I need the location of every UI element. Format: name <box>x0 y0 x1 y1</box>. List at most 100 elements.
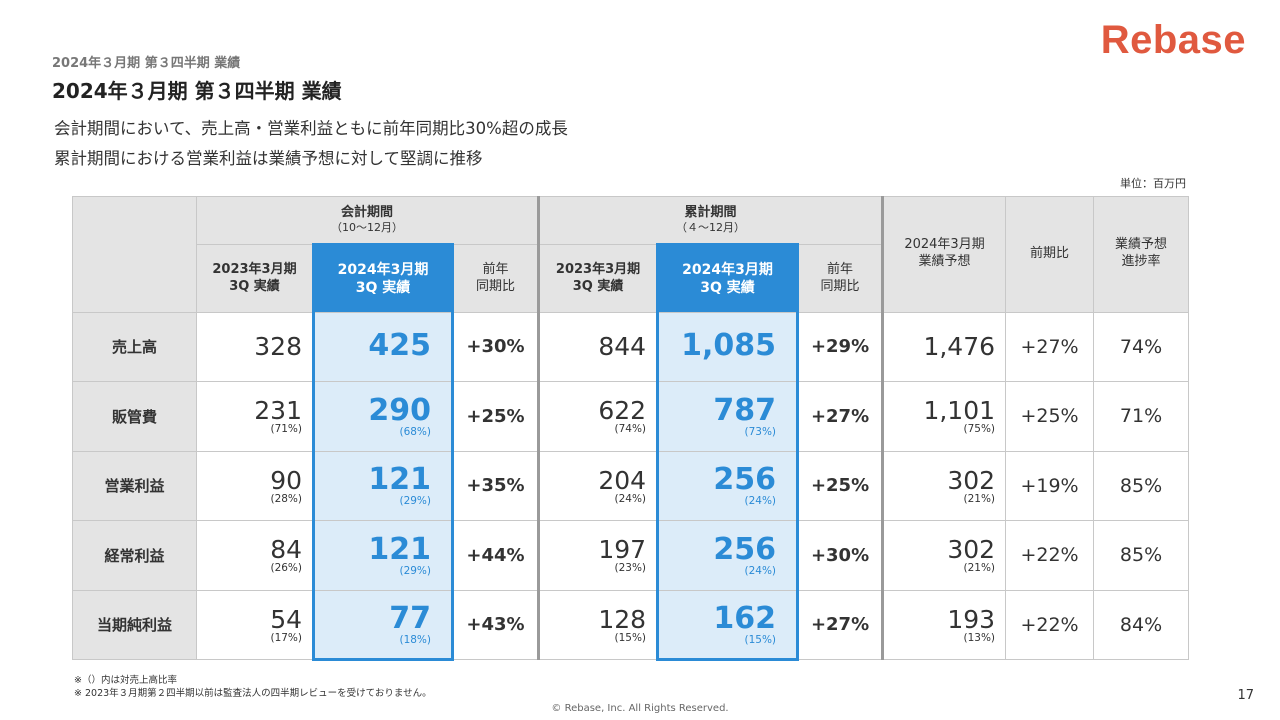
cumulative-current-cell-value: 256 <box>713 462 777 498</box>
quarter-current-cell: 121 (29%) <box>312 450 454 522</box>
quarter-yoy-cell: +44% <box>451 520 541 591</box>
quarter-current-cell: 425 <box>312 311 454 383</box>
quarter-yoy-cell: +35% <box>451 450 541 522</box>
cumulative-yoy-cell: +29% <box>797 311 885 383</box>
forecast-cell-value: 302 <box>947 465 996 495</box>
forecast-cell: 1,101 (75%) <box>882 381 1007 452</box>
page-title: 2024年３月期 第３四半期 業績 <box>52 79 342 103</box>
cumulative-current-cell-ratio: (15%) <box>744 633 777 646</box>
forecast-cell: 193 (13%) <box>882 589 1007 660</box>
quarter-prev-cell-value: 54 <box>270 604 302 634</box>
prev-ratio-header: 前期比 <box>1005 196 1095 313</box>
quarter-prev-cell: 84 (26%) <box>196 520 314 591</box>
cumulative-prev-cell: 197 (23%) <box>538 520 659 591</box>
cumulative-prev-cell-value: 204 <box>598 465 647 495</box>
quarter-prev-cell-ratio: (17%) <box>270 631 302 644</box>
row-label: 当期純利益 <box>72 589 197 660</box>
forecast-header-line-2: 業績予想 <box>918 254 971 270</box>
quarter-prev-cell: 231 (71%) <box>196 381 314 452</box>
quarter-prev-header-line-2: 3Q 実績 <box>229 278 280 294</box>
footnote-2: ※ 2023年３月期第２四半期以前は監査法人の四半期レビューを受けておりません。 <box>74 688 432 699</box>
subtitle-line-1: 会計期間において、売上高・営業利益ともに前年同期比30%超の成長 <box>54 119 568 138</box>
forecast-cell-ratio: (21%) <box>963 492 996 505</box>
quarter-prev-cell: 54 (17%) <box>196 589 314 660</box>
cumulative-yoy-header-line-2: 同期比 <box>820 278 860 294</box>
progress-cell: 85% <box>1093 450 1190 522</box>
page-number: 17 <box>1237 688 1254 703</box>
cumulative-yoy-cell: +25% <box>797 450 885 522</box>
quarter-prev-cell-value: 328 <box>254 331 302 361</box>
cumulative-prev-header-line-1: 2023年3月期 <box>555 261 641 277</box>
cumulative-group-header: 累計期間 （４〜12月） <box>538 195 885 246</box>
table-row: 販管費 231 (71%) 290 (68%) +25% 622 (74%) 787 (73%) +… <box>72 381 1190 452</box>
progress-header-line-1: 業績予想 <box>1115 237 1168 253</box>
quarter-current-cell-value: 121 <box>368 462 431 498</box>
quarter-yoy-header-line-2: 同期比 <box>476 278 516 294</box>
cumulative-prev-cell-value: 197 <box>598 535 647 565</box>
quarter-yoy-header: 前年 同期比 <box>451 244 541 313</box>
prev-ratio-cell: +22% <box>1005 520 1095 591</box>
cumulative-current-cell-ratio: (24%) <box>744 495 777 508</box>
cumulative-prev-cell: 128 (15%) <box>538 589 659 660</box>
quarter-prev-cell-value: 231 <box>254 396 302 426</box>
prev-ratio-cell: +19% <box>1005 450 1095 522</box>
table-row: 営業利益 90 (28%) 121 (29%) +35% 204 (24%) 256 (24%) +… <box>72 450 1190 522</box>
forecast-cell-value: 1,101 <box>923 396 996 426</box>
quarter-current-header-line-2: 3Q 実績 <box>355 280 411 297</box>
row-label: 営業利益 <box>72 450 197 522</box>
quarter-current-header-line-1: 2024年3月期 <box>337 261 429 278</box>
cumulative-current-cell-value: 256 <box>713 531 777 567</box>
cumulative-prev-cell: 844 <box>538 311 659 383</box>
quarter-prev-header-line-1: 2023年3月期 <box>212 261 297 277</box>
row-label: 販管費 <box>72 381 197 452</box>
quarter-current-cell-ratio: (18%) <box>399 633 431 646</box>
prev-ratio-cell: +25% <box>1005 381 1095 452</box>
quarter-prev-cell: 90 (28%) <box>196 450 314 522</box>
quarter-current-cell-value: 425 <box>368 328 431 364</box>
subtitle-line-2: 累計期間における営業利益は業績予想に対して堅調に推移 <box>54 149 483 168</box>
quarter-current-cell-ratio: (29%) <box>399 564 431 577</box>
quarter-group-range: （10〜12月） <box>331 221 404 235</box>
cumulative-current-cell-value: 1,085 <box>681 328 777 364</box>
progress-cell: 85% <box>1093 520 1190 591</box>
prev-ratio-cell: +22% <box>1005 589 1095 660</box>
results-table: 会計期間 （10〜12月） 累計期間 （４〜12月） 2024年3月期 業績予想… <box>72 195 1190 661</box>
table-row: 当期純利益 54 (17%) 77 (18%) +43% 128 (15%) 162 (15%) +… <box>72 589 1190 661</box>
cumulative-prev-header: 2023年3月期 3Q 実績 <box>538 244 659 313</box>
quarter-prev-cell-ratio: (71%) <box>270 423 302 436</box>
quarter-prev-cell-value: 90 <box>270 465 302 495</box>
quarter-yoy-cell: +30% <box>451 311 541 383</box>
quarter-prev-cell-ratio: (26%) <box>270 562 302 575</box>
breadcrumb: 2024年３月期 第３四半期 業績 <box>52 56 241 71</box>
quarter-group-title: 会計期間 <box>341 204 394 220</box>
progress-cell: 74% <box>1093 311 1190 383</box>
cumulative-prev-cell-value: 128 <box>598 604 647 634</box>
cumulative-yoy-cell: +27% <box>797 381 885 452</box>
quarter-prev-cell: 328 <box>196 311 314 383</box>
progress-cell: 84% <box>1093 589 1190 660</box>
cumulative-current-cell: 1,085 <box>656 311 800 383</box>
quarter-prev-header: 2023年3月期 3Q 実績 <box>196 244 314 313</box>
quarter-current-cell: 290 (68%) <box>312 381 454 452</box>
cumulative-prev-header-line-2: 3Q 実績 <box>572 278 624 294</box>
quarter-yoy-cell: +25% <box>451 381 541 452</box>
forecast-cell: 1,476 <box>882 311 1007 383</box>
company-logo: Rebase <box>1100 18 1246 62</box>
cumulative-current-cell: 256 (24%) <box>656 450 800 522</box>
table-row: 売上高 328 425 +30% 844 1,085 +29% 1,476 +27% 74% <box>72 311 1190 383</box>
quarter-current-cell: 121 (29%) <box>312 520 454 591</box>
progress-cell: 71% <box>1093 381 1190 452</box>
forecast-cell-value: 302 <box>947 535 996 565</box>
cumulative-current-cell-value: 162 <box>713 600 777 636</box>
quarter-current-cell-value: 121 <box>368 531 431 567</box>
forecast-cell-ratio: (13%) <box>963 631 996 644</box>
cumulative-prev-cell-value: 844 <box>598 331 647 361</box>
forecast-cell-value: 1,476 <box>923 331 996 361</box>
quarter-current-cell-ratio: (68%) <box>399 425 431 438</box>
quarter-prev-cell-value: 84 <box>270 535 302 565</box>
forecast-header: 2024年3月期 業績予想 <box>882 196 1007 313</box>
quarter-yoy-cell: +43% <box>451 589 541 660</box>
cumulative-yoy-cell: +27% <box>797 589 885 660</box>
cumulative-prev-cell: 622 (74%) <box>538 381 659 452</box>
quarter-current-header: 2024年3月期 3Q 実績 <box>312 243 454 313</box>
